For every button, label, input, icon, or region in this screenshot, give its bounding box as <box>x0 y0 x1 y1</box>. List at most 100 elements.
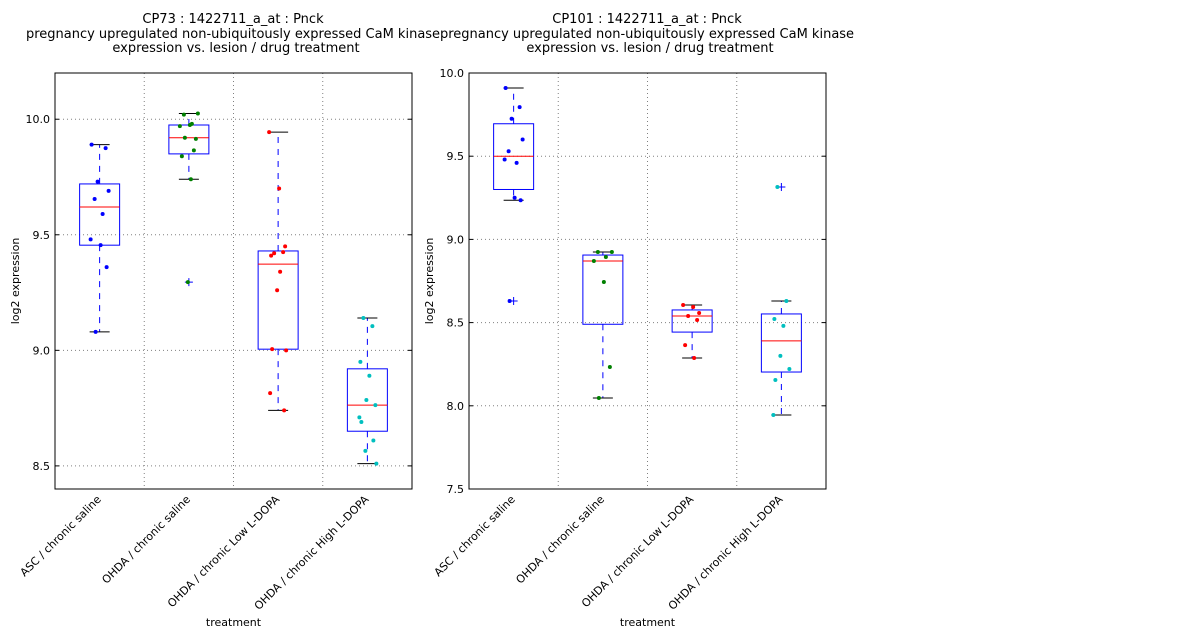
x-tick-label: OHDA / chronic saline <box>99 493 193 587</box>
x-tick-label: ASC / chronic saline <box>432 493 518 579</box>
y-tick-label: 9.5 <box>447 150 465 163</box>
data-point <box>520 137 525 142</box>
data-point <box>277 186 282 191</box>
data-point <box>518 198 523 203</box>
data-point <box>514 160 519 165</box>
data-point <box>772 316 777 321</box>
data-point <box>507 298 512 303</box>
grid-lines <box>469 72 826 490</box>
data-point <box>681 302 686 307</box>
data-point <box>193 136 198 141</box>
y-tick-label: 9.5 <box>33 229 51 242</box>
y-axis-label: log2 expression <box>9 238 22 325</box>
box-marks <box>79 111 388 466</box>
data-point <box>601 279 606 284</box>
box-group <box>257 130 299 413</box>
data-point <box>371 438 376 443</box>
box-group <box>79 142 121 334</box>
data-point <box>177 124 182 129</box>
plot-title-line-2: pregnancy upregulated non-ubiquitously e… <box>440 27 854 42</box>
y-tick-label: 8.5 <box>447 317 465 330</box>
data-point <box>182 135 187 140</box>
data-point <box>89 142 94 147</box>
data-point <box>284 348 289 353</box>
plot-title-line-1: CP73 : 1422711_a_at : Pnck <box>142 12 324 27</box>
box-iqr <box>671 309 713 333</box>
data-point <box>92 196 97 201</box>
data-point <box>104 265 109 270</box>
data-point <box>778 353 783 358</box>
data-point <box>686 313 691 318</box>
left-plot-cp73: CP73 : 1422711_a_at : Pnck pregnancy upr… <box>9 12 440 629</box>
data-point <box>502 157 507 162</box>
data-point <box>181 112 186 117</box>
y-axis-label: log2 expression <box>423 238 436 325</box>
data-point <box>275 288 280 293</box>
box-group <box>493 85 535 305</box>
data-point <box>787 367 792 372</box>
box-iqr <box>257 250 299 350</box>
data-point <box>603 255 608 260</box>
data-point <box>195 111 200 116</box>
data-point <box>281 250 286 255</box>
data-point <box>283 244 288 249</box>
axes-frame <box>54 72 413 490</box>
data-point <box>179 154 184 159</box>
box-iqr <box>168 124 210 155</box>
right-plot-cp101: CP101 : 1422711_a_at : Pnck pregnancy up… <box>423 12 854 629</box>
data-point <box>517 105 522 110</box>
data-point <box>269 253 274 258</box>
data-point <box>187 123 192 127</box>
data-point <box>267 130 272 135</box>
y-tick-label: 10.0 <box>26 113 51 126</box>
data-point <box>95 179 100 184</box>
plot-title-line-3: expression vs. lesion / drug treatment <box>112 41 359 56</box>
x-tick-label: OHDA / chronic saline <box>513 493 607 587</box>
data-point <box>609 250 614 255</box>
data-point <box>191 148 196 153</box>
data-point <box>93 329 98 334</box>
data-point <box>512 195 517 200</box>
box-group <box>582 250 624 400</box>
data-point <box>771 412 776 417</box>
data-point <box>370 324 375 329</box>
box-iqr <box>760 313 802 373</box>
data-point <box>595 250 600 255</box>
data-point <box>607 365 612 370</box>
data-point <box>363 448 368 453</box>
box-iqr <box>582 254 624 325</box>
data-point <box>270 347 275 352</box>
y-ticks: 7.5 8.0 8.5 9.0 9.5 10.0 <box>440 67 826 496</box>
x-axis-label: treatment <box>206 616 262 629</box>
data-point <box>100 211 105 216</box>
data-point <box>781 323 786 328</box>
box-group <box>168 111 210 287</box>
data-point <box>503 85 508 90</box>
data-point <box>695 317 700 322</box>
box-marks <box>493 85 802 417</box>
box-group <box>346 315 388 466</box>
data-point <box>591 259 596 264</box>
data-point <box>373 403 378 408</box>
y-tick-label: 8.0 <box>447 400 465 413</box>
data-point <box>98 243 103 248</box>
plot-title-line-2: pregnancy upregulated non-ubiquitously e… <box>26 27 440 42</box>
box-iqr <box>79 183 121 246</box>
data-point <box>103 146 108 151</box>
data-point <box>506 149 511 154</box>
data-point <box>773 378 778 383</box>
data-point <box>282 408 287 413</box>
data-point <box>364 398 369 403</box>
data-point <box>358 359 363 364</box>
axes-frame <box>468 72 827 490</box>
y-tick-label: 10.0 <box>440 67 465 80</box>
data-point <box>278 269 283 274</box>
y-tick-label: 8.5 <box>33 460 51 473</box>
data-point <box>683 343 688 348</box>
y-ticks: 8.5 9.0 9.5 10.0 <box>26 113 412 473</box>
x-axis-label: treatment <box>620 616 676 629</box>
data-point <box>692 356 697 361</box>
